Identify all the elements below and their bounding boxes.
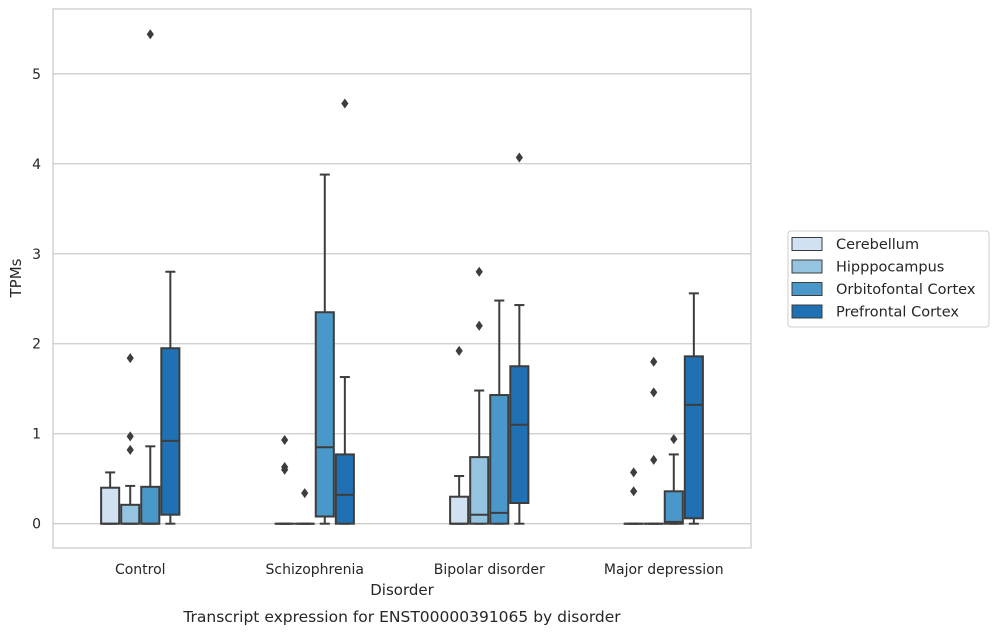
- box-group: [274, 435, 295, 525]
- x-tick-label: Major depression: [604, 562, 724, 578]
- outlier-point: [650, 454, 658, 465]
- y-tick-label: 5: [32, 67, 41, 83]
- box-iqr: [100, 486, 121, 525]
- outlier-point: [630, 467, 638, 478]
- outlier-point: [650, 356, 658, 367]
- y-axis-label: TPMs: [7, 258, 25, 298]
- box-iqr: [683, 355, 704, 520]
- box-iqr: [334, 453, 355, 525]
- x-tick-label: Schizophrenia: [266, 562, 364, 578]
- outlier-point: [146, 29, 154, 40]
- plot-background: [53, 9, 751, 548]
- box-group: [663, 434, 684, 525]
- box-group: [623, 467, 644, 525]
- outlier-point: [281, 435, 289, 446]
- boxes: [100, 29, 704, 525]
- box-iqr: [120, 503, 141, 525]
- box-group: [100, 471, 121, 525]
- plot-frame: [52, 8, 752, 549]
- box-iqr: [489, 394, 510, 525]
- legend-label: Orbitofontal Cortex: [836, 282, 976, 298]
- box-group: [643, 356, 664, 525]
- y-axis-ticks: 0 1 2 3 4 5: [32, 67, 41, 533]
- y-tick-label: 0: [32, 517, 41, 533]
- legend-swatch: [791, 259, 823, 274]
- box-group: [120, 353, 141, 525]
- legend-frame: [787, 230, 990, 328]
- box-iqr: [449, 495, 470, 525]
- box-group: [509, 152, 530, 525]
- legend-label: Prefrontal Cortex: [836, 305, 959, 321]
- chart-caption: Transcript expression for ENST0000039106…: [182, 608, 621, 626]
- box-group: [449, 345, 470, 525]
- y-tick-label: 4: [32, 157, 41, 173]
- legend-label: Cerebellum: [836, 237, 919, 253]
- box-iqr: [469, 456, 490, 525]
- legend-swatch: [791, 237, 823, 251]
- box-iqr: [140, 485, 161, 525]
- outlier-point: [301, 488, 309, 499]
- outlier-point: [455, 345, 463, 356]
- x-tick-label: Control: [115, 562, 166, 578]
- box-group: [294, 488, 315, 525]
- legend: Cerebellum Hipppocampus Orbitofontal Corte…: [787, 230, 990, 328]
- box-iqr: [160, 347, 181, 516]
- outlier-point: [341, 98, 349, 109]
- x-tick-label: Bipolar disorder: [434, 562, 545, 578]
- legend-swatch: [791, 282, 823, 296]
- outlier-point: [281, 462, 289, 473]
- outlier-point: [475, 266, 483, 277]
- box-iqr: [314, 311, 335, 518]
- outlier-point: [126, 431, 134, 442]
- box-iqr: [509, 365, 530, 505]
- y-tick-label: 3: [32, 247, 41, 263]
- outlier-point: [670, 434, 678, 445]
- box-group: [160, 270, 181, 525]
- outlier-point: [126, 353, 134, 364]
- x-axis-ticks: Control Schizophrenia Bipolar disorder Majo…: [115, 562, 724, 578]
- outlier-point: [650, 387, 658, 398]
- outlier-point: [475, 320, 483, 331]
- box-group: [469, 266, 490, 525]
- y-tick-label: 1: [32, 427, 41, 443]
- box-group: [683, 292, 704, 525]
- outlier-point: [515, 152, 523, 163]
- box-group: [489, 299, 510, 525]
- box-iqr: [663, 490, 684, 525]
- outlier-point: [630, 486, 638, 497]
- legend-swatch: [791, 304, 823, 319]
- outlier-point: [126, 444, 134, 455]
- x-axis-label: Disorder: [370, 581, 434, 599]
- y-tick-label: 2: [32, 337, 41, 353]
- legend-label: Hipppocampus: [836, 260, 944, 276]
- box-group: [140, 29, 161, 525]
- box-group: [314, 173, 335, 525]
- box-group: [334, 98, 355, 525]
